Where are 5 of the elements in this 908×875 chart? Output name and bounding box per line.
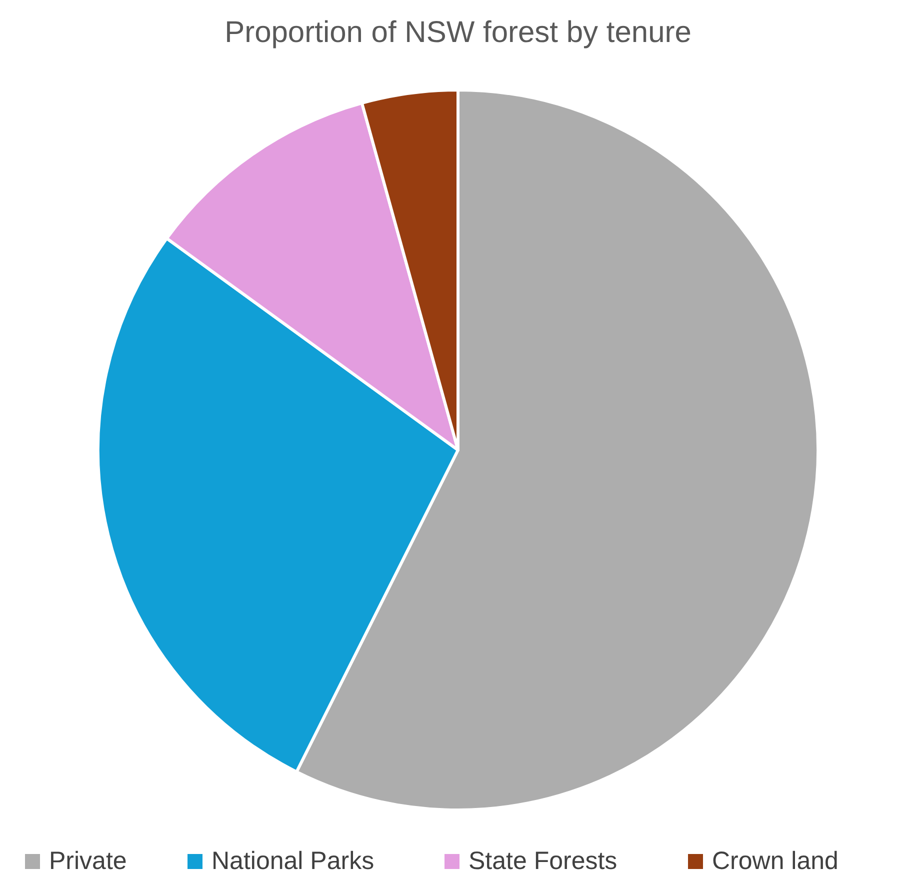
- legend-label: Private: [49, 847, 127, 875]
- legend-label: Crown land: [712, 847, 838, 875]
- chart-title: Proportion of NSW forest by tenure: [224, 16, 692, 49]
- legend-label: National Parks: [212, 847, 374, 875]
- legend-label: State Forests: [468, 847, 618, 875]
